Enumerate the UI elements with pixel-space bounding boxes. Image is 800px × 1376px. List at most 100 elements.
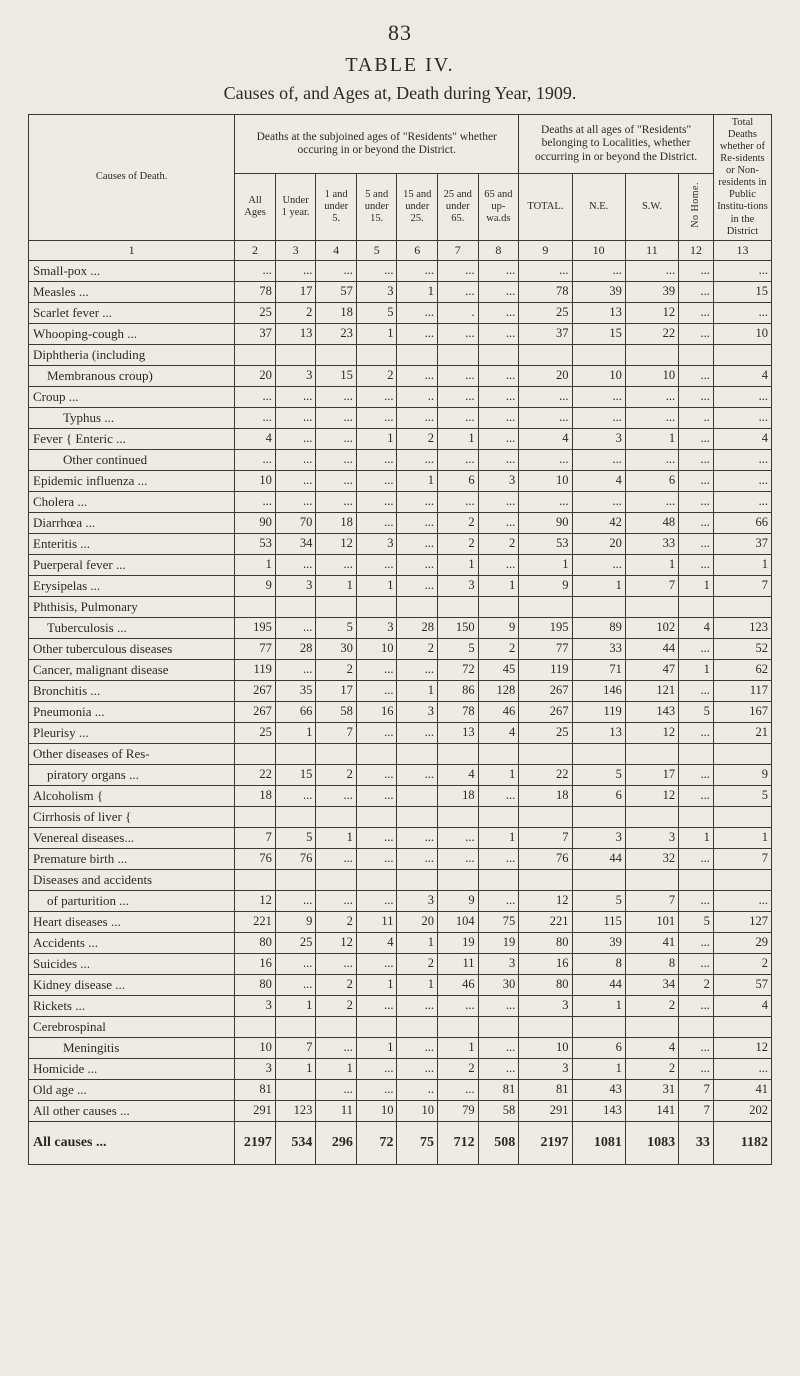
cell: 104 [438, 911, 479, 932]
cell: 10 [235, 1037, 276, 1058]
cell: 80 [235, 974, 276, 995]
cell: 34 [625, 974, 678, 995]
cell [316, 806, 357, 827]
cell: 119 [572, 701, 625, 722]
cell: 1 [356, 323, 397, 344]
cell: 16 [519, 953, 572, 974]
cell: 80 [235, 932, 276, 953]
cell [572, 344, 625, 365]
cell: 1 [478, 764, 519, 785]
cell: 21 [713, 722, 771, 743]
cell: ... [478, 386, 519, 407]
cell: ... [679, 1037, 714, 1058]
cell: ... [275, 554, 316, 575]
cell: 34 [275, 533, 316, 554]
table-row: Epidemic influenza ...10.........1631046… [29, 470, 772, 491]
cell [275, 1016, 316, 1037]
cell: ... [679, 512, 714, 533]
cell: ... [275, 890, 316, 911]
cell: 81 [519, 1079, 572, 1100]
cell: ... [397, 533, 438, 554]
th-up65: 65 and up-wa.ds [478, 174, 519, 241]
cell: 37 [235, 323, 276, 344]
cell: 1 [679, 827, 714, 848]
cell: 1 [572, 1058, 625, 1079]
cell: 1 [397, 932, 438, 953]
table-row: Whooping-cough ...3713231.........371522… [29, 323, 772, 344]
table-row: Measles ...78175731......783939...15 [29, 281, 772, 302]
cell: 1 [397, 281, 438, 302]
cell: ... [438, 827, 479, 848]
cell: ... [316, 848, 357, 869]
table-row: Bronchitis ...2673517...186128267146121.… [29, 680, 772, 701]
cell: 1 [478, 827, 519, 848]
cell: ... [397, 848, 438, 869]
cell: 4 [679, 617, 714, 638]
cell [397, 785, 438, 806]
cell: 267 [519, 680, 572, 701]
cell: 44 [572, 848, 625, 869]
table-row: Suicides ...16.........21131688...2 [29, 953, 772, 974]
cell: 4 [519, 428, 572, 449]
cell: 58 [316, 701, 357, 722]
cell: 1 [625, 428, 678, 449]
row-label: Cancer, malignant disease [29, 659, 235, 680]
cell: 62 [713, 659, 771, 680]
cell: 57 [713, 974, 771, 995]
cell: 30 [316, 638, 357, 659]
cell: 2 [316, 659, 357, 680]
row-label: Croup ... [29, 386, 235, 407]
cell: 12 [316, 533, 357, 554]
row-label: Membranous croup) [29, 365, 235, 386]
cell: ... [356, 1058, 397, 1079]
cell: 89 [572, 617, 625, 638]
row-label: Tuberculosis ... [29, 617, 235, 638]
cell: 9 [713, 764, 771, 785]
cell: 221 [235, 911, 276, 932]
cell: ... [679, 680, 714, 701]
cell [478, 743, 519, 764]
table-row: piratory organs ...22152......4122517...… [29, 764, 772, 785]
cell: 20 [397, 911, 438, 932]
cell: 3 [356, 617, 397, 638]
cell: ... [356, 680, 397, 701]
totals-c6: 75 [397, 1121, 438, 1164]
cell: ... [713, 491, 771, 512]
cell: 12 [713, 1037, 771, 1058]
cell: 78 [519, 281, 572, 302]
row-label: Old age ... [29, 1079, 235, 1100]
cell: ... [397, 365, 438, 386]
cell: ... [519, 260, 572, 281]
cell: 7 [713, 575, 771, 596]
cell: 1 [438, 1037, 479, 1058]
cell: 2 [397, 428, 438, 449]
cell: 53 [235, 533, 276, 554]
th-u5: 1 and under 5. [316, 174, 357, 241]
cell: 10 [235, 470, 276, 491]
cell: ... [679, 533, 714, 554]
table-row: Diphtheria (including [29, 344, 772, 365]
colnum-6: 6 [397, 240, 438, 260]
cell: 3 [478, 953, 519, 974]
cell: 52 [713, 638, 771, 659]
cell: 28 [397, 617, 438, 638]
cell [275, 806, 316, 827]
cell: 1 [356, 974, 397, 995]
cell: 1 [316, 575, 357, 596]
row-label: Cholera ... [29, 491, 235, 512]
cell: 81 [235, 1079, 276, 1100]
cell: 13 [275, 323, 316, 344]
cell: ... [397, 323, 438, 344]
cell: ... [478, 323, 519, 344]
cell [356, 743, 397, 764]
row-label: Cirrhosis of liver { [29, 806, 235, 827]
cell: 2 [713, 953, 771, 974]
row-label: Erysipelas ... [29, 575, 235, 596]
cell: 143 [572, 1100, 625, 1121]
cell: 2 [316, 995, 357, 1016]
cell: 10 [713, 323, 771, 344]
cell: 1 [397, 680, 438, 701]
cell: 195 [235, 617, 276, 638]
cell: 1 [316, 1058, 357, 1079]
cell: 9 [519, 575, 572, 596]
